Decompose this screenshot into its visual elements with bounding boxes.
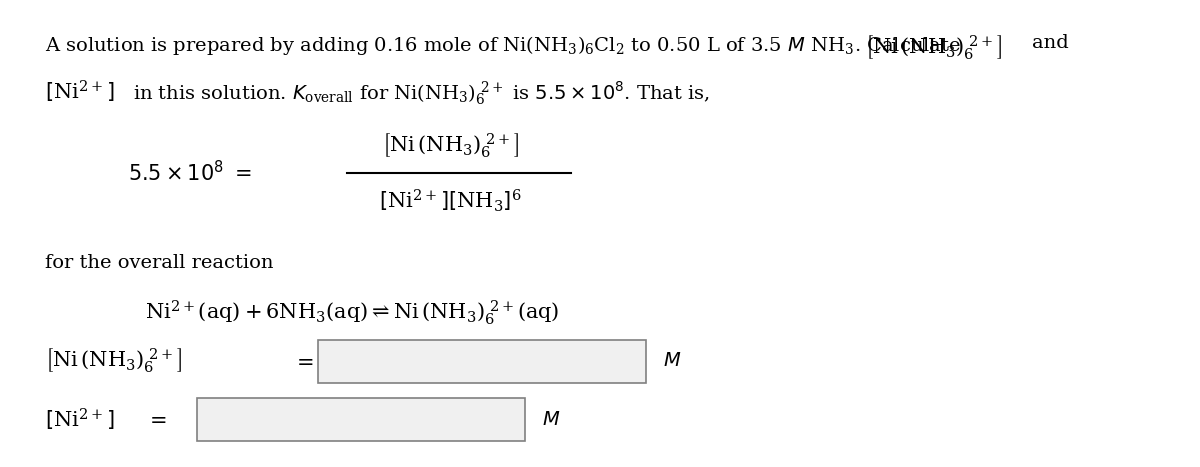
Text: $\mathregular{Ni^{2+}(aq) + 6NH_3(aq) \rightleftharpoons Ni\,(NH_3)_6^{\ 2+}(aq): $\mathregular{Ni^{2+}(aq) + 6NH_3(aq) \r… bbox=[145, 298, 559, 327]
Text: A solution is prepared by adding 0.16 mole of $\mathregular{Ni(NH_3)_6Cl_2}$ to : A solution is prepared by adding 0.16 mo… bbox=[44, 34, 961, 57]
Text: for the overall reaction: for the overall reaction bbox=[44, 254, 274, 272]
Text: $M$: $M$ bbox=[664, 352, 682, 370]
Text: $\mathregular{\left[Ni^{2+}\right]\left[NH_3\right]^6}$: $\mathregular{\left[Ni^{2+}\right]\left[… bbox=[379, 188, 522, 214]
Text: $=$: $=$ bbox=[293, 352, 314, 371]
Text: and: and bbox=[1032, 34, 1069, 52]
FancyBboxPatch shape bbox=[318, 340, 646, 382]
Text: $5.5 \times 10^8\ =$: $5.5 \times 10^8\ =$ bbox=[127, 160, 251, 185]
Text: $M$: $M$ bbox=[542, 410, 560, 429]
Text: $\mathregular{\left[Ni\,(NH_3)_6^{\ 2+}\right]}$: $\mathregular{\left[Ni\,(NH_3)_6^{\ 2+}\… bbox=[382, 132, 518, 160]
Text: $\mathregular{\left[Ni\,(NH_3)_6^{\ 2+}\right]}$: $\mathregular{\left[Ni\,(NH_3)_6^{\ 2+}\… bbox=[865, 34, 1002, 63]
Text: $\mathregular{\left[Ni\,(NH_3)_6^{\ 2+}\right]}$: $\mathregular{\left[Ni\,(NH_3)_6^{\ 2+}\… bbox=[44, 347, 181, 375]
Text: in this solution. $K_{\mathregular{overall}}$ for Ni$\mathregular{(NH_3)_6^{\ 2+: in this solution. $K_{\mathregular{overa… bbox=[133, 79, 710, 107]
Text: $\mathregular{\left[Ni^{2+}\right]}$: $\mathregular{\left[Ni^{2+}\right]}$ bbox=[44, 79, 114, 105]
Text: $\mathregular{\left[Ni^{2+}\right]}$: $\mathregular{\left[Ni^{2+}\right]}$ bbox=[44, 406, 114, 432]
Text: $=$: $=$ bbox=[145, 410, 167, 429]
FancyBboxPatch shape bbox=[197, 398, 526, 441]
